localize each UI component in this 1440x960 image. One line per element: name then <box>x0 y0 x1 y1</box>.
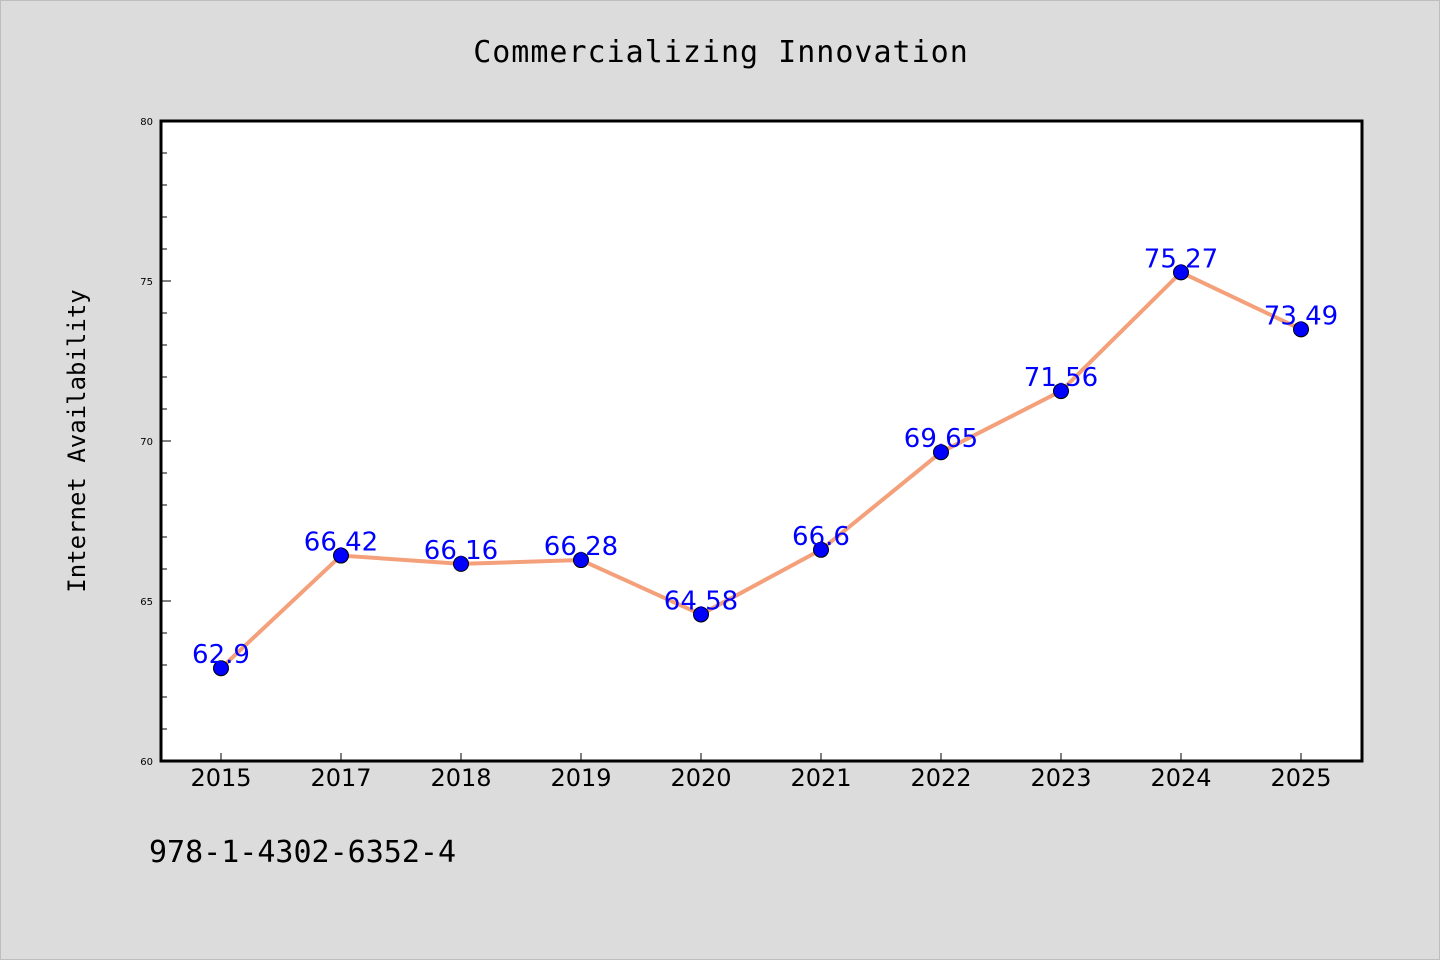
footer-code: 978-1-4302-6352-4 <box>149 835 457 870</box>
data-label: 73.49 <box>1264 301 1338 331</box>
x-tick-label: 2019 <box>550 764 611 792</box>
data-label: 69.65 <box>904 424 978 454</box>
series-line <box>219 270 1303 671</box>
data-point <box>1293 321 1309 338</box>
data-label: 64.58 <box>664 586 738 616</box>
y-tick-label: 65 <box>140 597 153 608</box>
x-axis: 2015 2017 2018 2019 2020 2021 2022 2023 2024 2025 <box>190 753 1332 792</box>
x-tick-label: 2021 <box>790 764 851 792</box>
y-tick-label: 60 <box>140 757 153 768</box>
data-point <box>1173 264 1189 281</box>
x-tick-label: 2018 <box>430 764 491 792</box>
data-point <box>693 606 709 623</box>
data-point <box>813 541 829 558</box>
plot-area <box>159 119 1364 763</box>
x-tick-label: 2017 <box>310 764 371 792</box>
data-label: 62.9 <box>192 640 250 670</box>
data-label: 75.27 <box>1144 244 1218 274</box>
x-tick-label: 2015 <box>190 764 251 792</box>
x-tick-label: 2024 <box>1150 764 1211 792</box>
x-tick-label: 2023 <box>1030 764 1091 792</box>
data-label: 66.6 <box>792 522 850 552</box>
data-label: 66.42 <box>304 528 378 558</box>
y-tick-label: 70 <box>140 437 153 448</box>
x-tick-label: 2020 <box>670 764 731 792</box>
x-tick-label: 2022 <box>910 764 971 792</box>
data-point <box>573 552 589 569</box>
data-label-layer: 62.9 66.42 66.16 66.28 64.58 66.6 69.65 71.56 75… <box>192 244 1338 670</box>
y-tick-label: 80 <box>140 117 153 128</box>
chart-title: Commercializing Innovation <box>473 35 969 70</box>
data-point <box>1053 383 1069 400</box>
x-tick-label: 2025 <box>1270 764 1331 792</box>
data-point <box>453 555 469 572</box>
y-tick-label: 75 <box>140 277 153 288</box>
data-label: 71.56 <box>1024 363 1098 393</box>
series-layer <box>213 264 1309 677</box>
data-point <box>213 660 229 677</box>
data-point <box>333 547 349 564</box>
data-label: 66.16 <box>424 536 498 566</box>
data-label: 66.28 <box>544 532 618 562</box>
y-axis: 60 65 70 75 80 <box>140 117 171 768</box>
data-point <box>933 444 949 461</box>
